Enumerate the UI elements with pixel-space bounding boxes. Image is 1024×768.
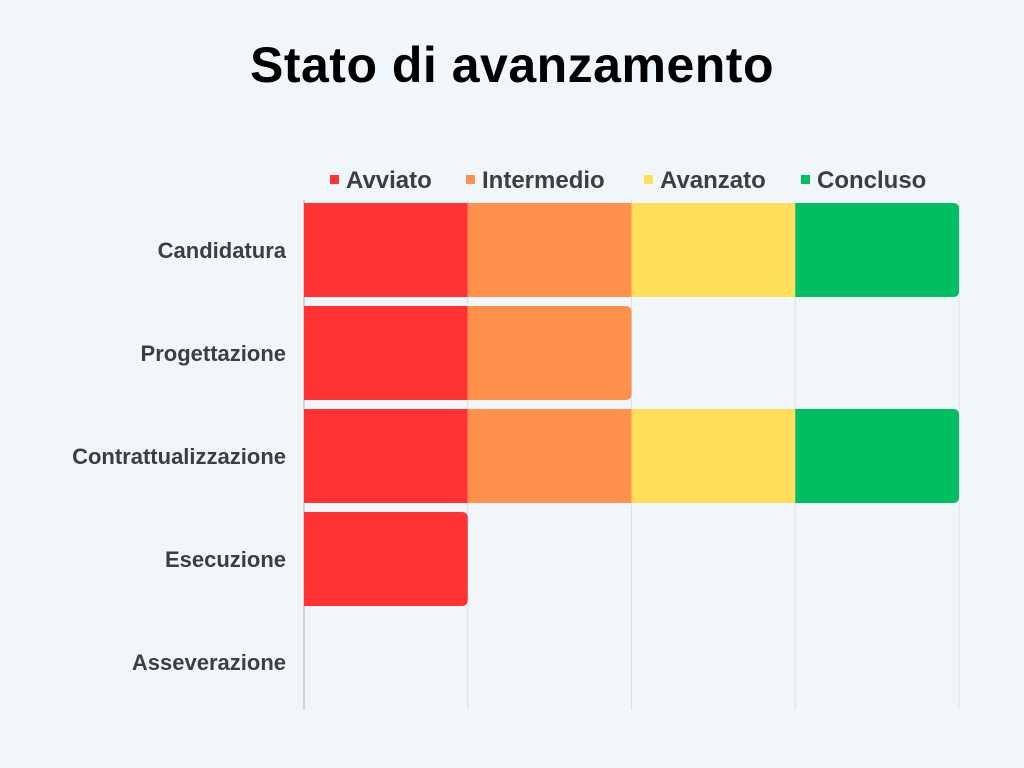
legend-swatch-avviato [330, 175, 339, 184]
bar-progettazione-avviato [304, 306, 468, 400]
bar-contrattualizzazione-intermedio [467, 409, 632, 503]
category-label-candidatura: Candidatura [158, 238, 287, 263]
bar-contrattualizzazione-avviato [304, 409, 468, 503]
legend-label-concluso: Concluso [817, 167, 926, 194]
category-labels: Candidatura Progettazione Contrattualizzaz… [72, 238, 287, 675]
bar-candidatura-avanzato [631, 203, 796, 297]
category-label-esecuzione: Esecuzione [165, 547, 286, 572]
bar-segments [304, 203, 959, 606]
chart-title: Stato di avanzamento [250, 37, 774, 93]
category-label-asseverazione: Asseverazione [132, 650, 286, 675]
legend-swatch-avanzato [644, 175, 653, 184]
legend-swatch-intermedio [466, 175, 475, 184]
bar-candidatura-intermedio [467, 203, 632, 297]
category-label-contrattualizzazione: Contrattualizzazione [72, 444, 286, 469]
legend: Avviato Intermedio Avanzato Concluso [330, 167, 926, 194]
bar-contrattualizzazione-avanzato [631, 409, 796, 503]
legend-label-avviato: Avviato [346, 167, 432, 194]
legend-label-avanzato: Avanzato [660, 167, 766, 194]
bar-candidatura-avviato [304, 203, 468, 297]
legend-swatch-concluso [801, 175, 810, 184]
bar-contrattualizzazione-concluso [795, 409, 959, 503]
legend-label-intermedio: Intermedio [482, 167, 605, 194]
bar-esecuzione-avviato [304, 512, 468, 606]
bar-progettazione-intermedio [467, 306, 632, 400]
bar-candidatura-concluso [795, 203, 959, 297]
category-label-progettazione: Progettazione [141, 341, 286, 366]
